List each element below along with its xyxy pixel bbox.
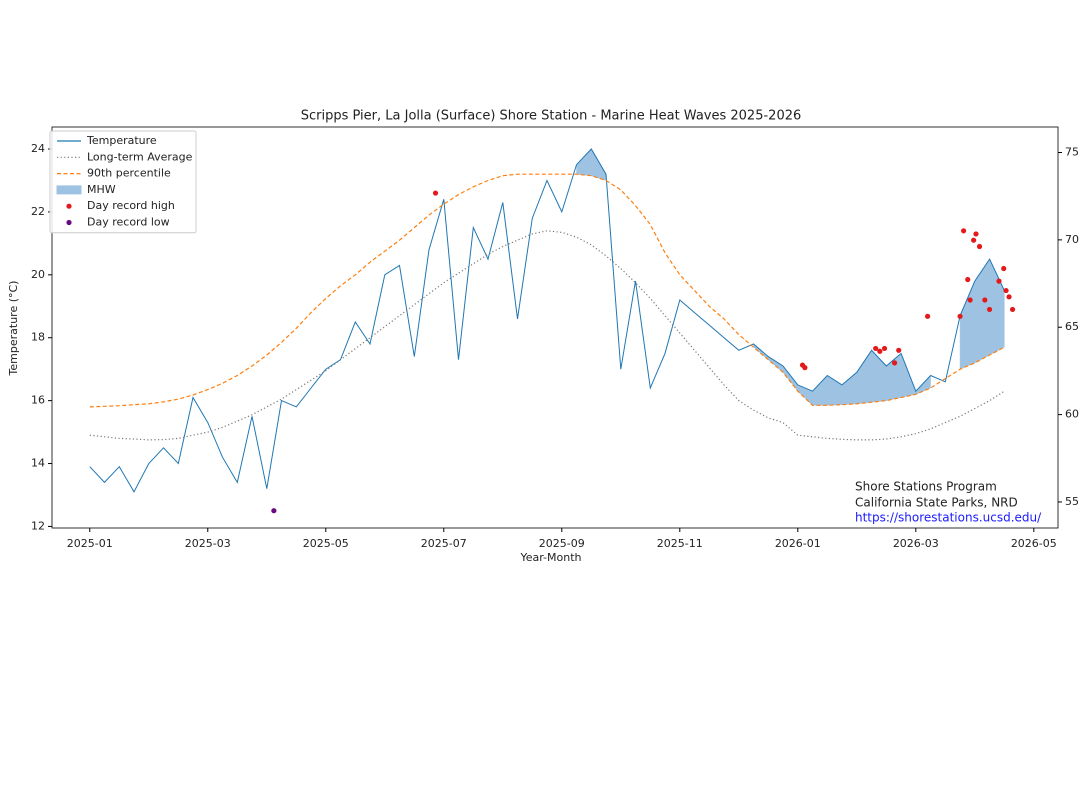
- x-tick-label: 2025-01: [67, 537, 113, 550]
- record-point: [973, 231, 979, 237]
- plot-area: [89, 148, 1016, 514]
- x-tick-label: 2026-03: [893, 537, 939, 550]
- record-point: [960, 228, 967, 234]
- record-point: [967, 297, 973, 303]
- legend-label: 90th percentile: [87, 167, 171, 180]
- record-point: [896, 347, 902, 353]
- x-tick-label: 2025-11: [657, 537, 703, 550]
- chart-title: Scripps Pier, La Jolla (Surface) Shore S…: [301, 109, 802, 124]
- y-tick-label: 22: [31, 205, 45, 218]
- record-point: [976, 243, 983, 250]
- record-point: [1003, 287, 1009, 294]
- record-point: [996, 278, 1002, 284]
- record-point: [982, 297, 988, 303]
- record-point: [965, 276, 971, 283]
- record-point: [881, 345, 888, 352]
- legend-handle: [56, 185, 82, 195]
- series-line: [89, 230, 1005, 441]
- y-tick-label: 18: [31, 331, 45, 344]
- record-point: [971, 237, 977, 243]
- y-tick-label: 14: [31, 457, 45, 470]
- x-tick-label: 2025-07: [421, 537, 467, 550]
- record-point: [802, 365, 808, 371]
- legend-label: Temperature: [86, 134, 157, 147]
- y2-tick-label: 65: [1065, 320, 1079, 333]
- legend-label: Long-term Average: [87, 150, 193, 163]
- legend-label: Day record low: [87, 216, 170, 229]
- footer-line: California State Parks, NRD: [855, 496, 1018, 510]
- legend-label: MHW: [87, 183, 116, 196]
- series-line: [89, 148, 1005, 493]
- y2-tick-label: 75: [1065, 146, 1079, 159]
- x-tick-label: 2025-03: [185, 537, 231, 550]
- x-tick-label: 2025-05: [303, 537, 349, 550]
- y2-tick-label: 55: [1065, 495, 1079, 508]
- footer-line: Shore Stations Program: [855, 480, 997, 494]
- x-tick-label: 2026-01: [775, 537, 821, 550]
- legend-label: Day record high: [87, 199, 175, 212]
- x-tick-label: 2025-09: [539, 537, 585, 550]
- record-point: [1001, 265, 1007, 272]
- record-point: [891, 360, 898, 366]
- x-axis-label: Year-Month: [519, 551, 581, 564]
- record-point: [271, 508, 277, 514]
- legend-handle: [66, 203, 72, 209]
- legend-box: [49, 130, 197, 234]
- y-tick-label: 16: [31, 394, 45, 407]
- legend-handle: [66, 219, 72, 226]
- record-point: [986, 306, 993, 313]
- record-point: [1006, 294, 1012, 300]
- record-point: [877, 348, 883, 354]
- y-tick-label: 12: [31, 519, 45, 532]
- series-line: [89, 173, 1005, 408]
- footer-url[interactable]: https://shorestations.ucsd.edu/: [855, 511, 1042, 525]
- record-point: [873, 345, 879, 352]
- x-tick-label: 2026-05: [1011, 537, 1057, 550]
- record-point: [432, 190, 439, 196]
- record-point: [925, 313, 931, 319]
- y-tick-label: 24: [31, 142, 45, 155]
- y-tick-label: 20: [31, 268, 45, 281]
- legend: Temperature Long-term Average 90th percent…: [49, 130, 197, 234]
- y2-tick-label: 60: [1065, 408, 1079, 421]
- record-point: [957, 313, 963, 319]
- record-point: [1009, 306, 1016, 313]
- y-axis-label: Temperature (°C): [7, 281, 20, 377]
- y2-tick-label: 70: [1065, 233, 1079, 246]
